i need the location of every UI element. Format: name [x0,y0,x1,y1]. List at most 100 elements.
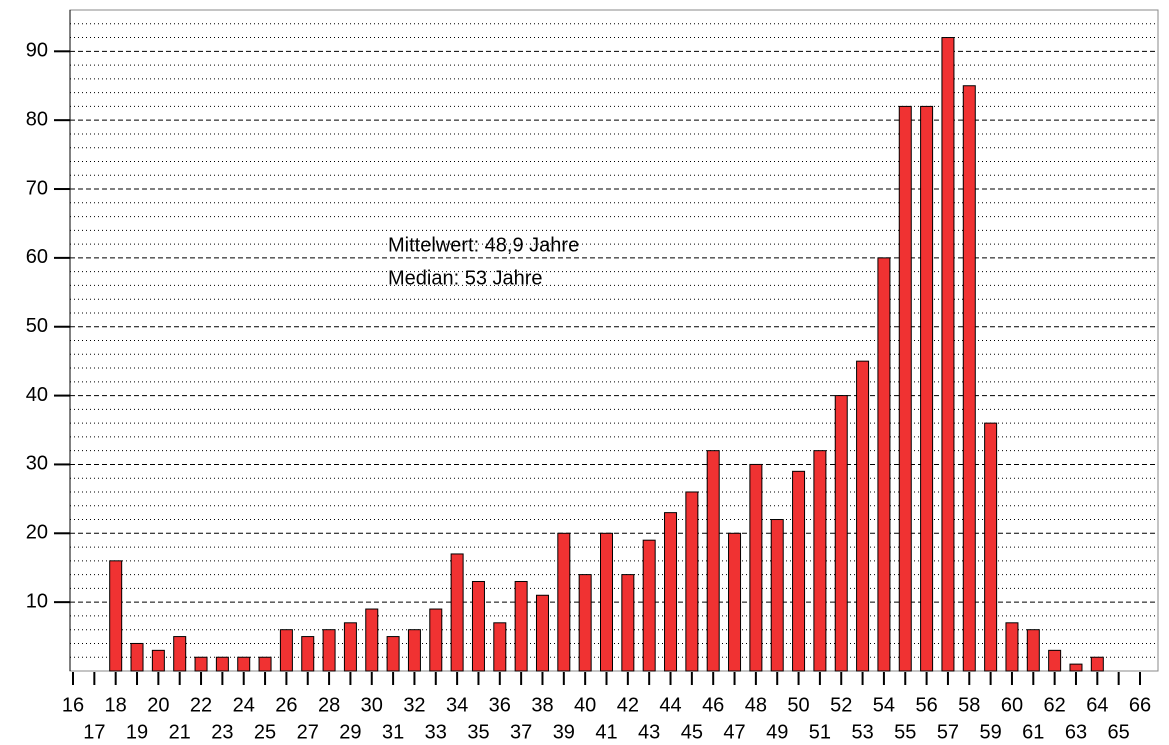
bar [749,463,763,672]
bar [898,105,912,672]
x-tick-label: 42 [617,694,639,716]
x-tick-label: 32 [403,694,425,716]
y-tick-label: 90 [26,40,48,62]
bar [301,636,315,672]
x-tick-label: 56 [915,694,937,716]
bar [471,580,485,672]
bar [621,574,635,672]
bar [877,257,891,672]
x-tick-label: 41 [595,721,617,743]
bar [770,519,784,672]
x-tick-label: 50 [787,694,809,716]
x-tick-label: 59 [979,721,1001,743]
bar [429,608,443,672]
x-tick-label: 23 [211,721,233,743]
bar [237,656,251,672]
x-tick-label: 28 [318,694,340,716]
x-tick-label: 61 [1022,721,1044,743]
bar [813,450,827,672]
x-tick-label: 52 [830,694,852,716]
bar [1069,663,1083,672]
x-tick-label: 58 [958,694,980,716]
x-tick-label: 47 [723,721,745,743]
y-tick-label: 40 [26,384,48,406]
bar [258,656,272,672]
x-tick-label: 30 [361,694,383,716]
bar [322,629,336,672]
x-tick-label: 65 [1108,721,1130,743]
y-tick-label: 60 [26,246,48,268]
x-tick-label: 46 [702,694,724,716]
bar [962,85,976,672]
x-tick-label: 60 [1001,694,1023,716]
bar [130,642,144,672]
y-tick-label: 80 [26,108,48,130]
bar [685,491,699,672]
x-tick-label: 54 [873,694,895,716]
x-tick-label: 38 [531,694,553,716]
bar [984,422,998,672]
x-tick-label: 62 [1044,694,1066,716]
y-tick-label: 20 [26,522,48,544]
x-tick-label: 45 [681,721,703,743]
bar [109,560,123,672]
y-tick-label: 50 [26,315,48,337]
x-tick-label: 48 [745,694,767,716]
bar [856,360,870,672]
x-tick-label: 34 [446,694,468,716]
x-tick-label: 40 [574,694,596,716]
x-tick-label: 17 [83,721,105,743]
bar [578,574,592,672]
bar [941,37,955,672]
x-tick-label: 27 [297,721,319,743]
bar [1090,656,1104,672]
x-tick-label: 31 [382,721,404,743]
x-tick-label: 16 [62,694,84,716]
x-tick-label: 51 [809,721,831,743]
x-tick-label: 33 [425,721,447,743]
bar [1026,629,1040,672]
x-tick-label: 18 [105,694,127,716]
bar [514,580,528,672]
bar [642,539,656,672]
x-tick-label: 36 [489,694,511,716]
bar [151,649,165,672]
bar [664,512,678,672]
bar [834,395,848,672]
bar [386,636,400,672]
x-tick-label: 25 [254,721,276,743]
x-tick-label: 39 [553,721,575,743]
bar [920,105,934,672]
x-tick-label: 57 [937,721,959,743]
x-tick-label: 29 [339,721,361,743]
x-tick-label: 35 [467,721,489,743]
y-tick-label: 10 [26,590,48,612]
x-tick-label: 49 [766,721,788,743]
x-tick-label: 20 [147,694,169,716]
bar [194,656,208,672]
bar [792,470,806,672]
x-tick-label: 63 [1065,721,1087,743]
bar [1048,649,1062,672]
bar [279,629,293,672]
x-tick-label: 24 [233,694,255,716]
x-tick-label: 44 [659,694,681,716]
x-tick-label: 22 [190,694,212,716]
bar [493,622,507,672]
x-tick-label: 26 [275,694,297,716]
x-tick-label: 53 [851,721,873,743]
x-tick-label: 21 [169,721,191,743]
bar [728,532,742,672]
bar [173,636,187,672]
bar [450,553,464,672]
y-tick-label: 30 [26,453,48,475]
bar [365,608,379,672]
y-tick-label: 70 [26,177,48,199]
x-tick-label: 64 [1086,694,1108,716]
annotation: Mittelwert: 48,9 Jahre [388,234,579,256]
x-tick-label: 66 [1129,694,1151,716]
bar [407,629,421,672]
bar [215,656,229,672]
x-tick-label: 37 [510,721,532,743]
